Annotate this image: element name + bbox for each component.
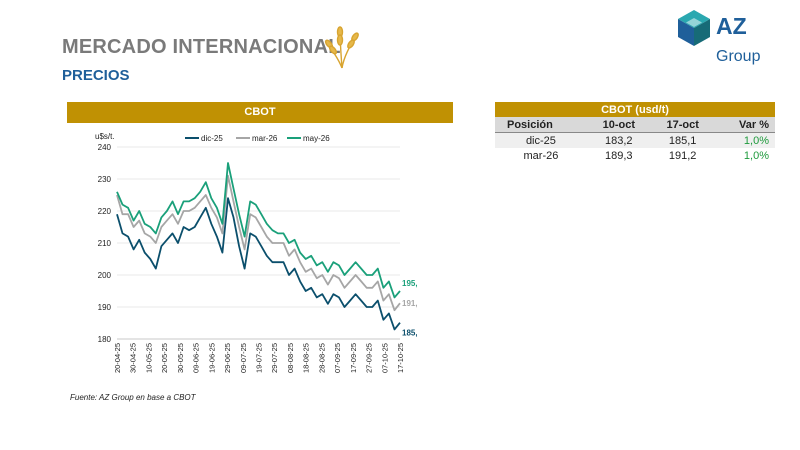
y-tick-label: 230: [98, 175, 112, 184]
company-logo: AZ Group: [676, 8, 796, 65]
series-line-may-26: [116, 162, 401, 299]
legend-label-may-26: may-26: [303, 134, 330, 143]
x-tick-label: 29-07-25: [270, 343, 279, 373]
table-header-10oct: 10-oct: [586, 117, 651, 133]
cube-icon: [678, 10, 710, 46]
source-note: Fuente: AZ Group en base a CBOT: [70, 393, 196, 402]
x-tick-label: 09-07-25: [239, 343, 248, 373]
x-tick-label: 19-06-25: [207, 343, 216, 373]
table-cell: dic-25: [495, 132, 587, 148]
x-tick-label: 09-06-25: [192, 343, 201, 373]
y-axis-label: u$s/t.: [95, 132, 115, 141]
table-cell: 189,3: [586, 148, 651, 163]
end-label-dic-25: 185,1: [402, 329, 417, 338]
y-tick-label: 220: [98, 207, 112, 216]
x-tick-label: 28-08-25: [317, 343, 326, 373]
x-tick-label: 30-05-25: [176, 343, 185, 373]
table-header-17oct: 17-oct: [650, 117, 715, 133]
y-tick-label: 240: [98, 143, 112, 152]
x-tick-label: 20-04-25: [113, 343, 122, 373]
page-title: MERCADO INTERNACIONAL: [62, 36, 341, 58]
x-tick-label: 07-09-25: [333, 343, 342, 373]
table-row: mar-26 189,3 191,2 1,0%: [495, 148, 775, 163]
table-cell: 183,2: [586, 132, 651, 148]
x-tick-label: 07-10-25: [380, 343, 389, 373]
table-caption: CBOT (usd/t): [495, 102, 775, 117]
price-line-chart: 180 190 200 210 220 230 240 20-04-25 30-04-25 10…: [95, 132, 417, 373]
table-cell: 1,0%: [714, 132, 775, 148]
table-row: dic-25 183,2 185,1 1,0%: [495, 132, 775, 148]
y-tick-label: 190: [98, 303, 112, 312]
x-tick-label: 19-07-25: [255, 343, 264, 373]
table-cell: mar-26: [495, 148, 587, 163]
wheat-icon: [324, 26, 359, 69]
x-tick-label: 27-09-25: [365, 343, 374, 373]
table-cell: 1,0%: [714, 148, 775, 163]
x-tick-label: 17-09-25: [349, 343, 358, 373]
chart-header: CBOT: [67, 102, 453, 123]
logo-text: AZ Group: [716, 13, 761, 65]
x-tick-label: 10-05-25: [144, 343, 153, 373]
x-tick-label: 20-05-25: [160, 343, 169, 373]
x-tick-label: 18-08-25: [302, 343, 311, 373]
quotes-table: CBOT (usd/t) Posición 10-oct 17-oct Var …: [495, 102, 775, 163]
table-cell: 185,1: [650, 132, 715, 148]
x-tick-label: 17-10-25: [396, 343, 405, 373]
y-tick-label: 210: [98, 239, 112, 248]
y-tick-label: 180: [98, 335, 112, 344]
y-tick-label: 200: [98, 271, 112, 280]
x-tick-label: 08-08-25: [286, 343, 295, 373]
series-line-dic-25: [116, 197, 401, 331]
table-header-var: Var %: [714, 117, 775, 133]
legend-label-dic-25: dic-25: [201, 134, 223, 143]
end-label-mar-26: 191,2: [402, 299, 417, 308]
legend-label-mar-26: mar-26: [252, 134, 278, 143]
table-header-position: Posición: [495, 117, 587, 133]
end-label-may-26: 195,0: [402, 279, 417, 288]
series-line-mar-26: [116, 174, 401, 312]
x-tick-label: 30-04-25: [129, 343, 138, 373]
table-cell: 191,2: [650, 148, 715, 163]
x-tick-label: 29-06-25: [223, 343, 232, 373]
page-subtitle: PRECIOS: [62, 67, 130, 84]
